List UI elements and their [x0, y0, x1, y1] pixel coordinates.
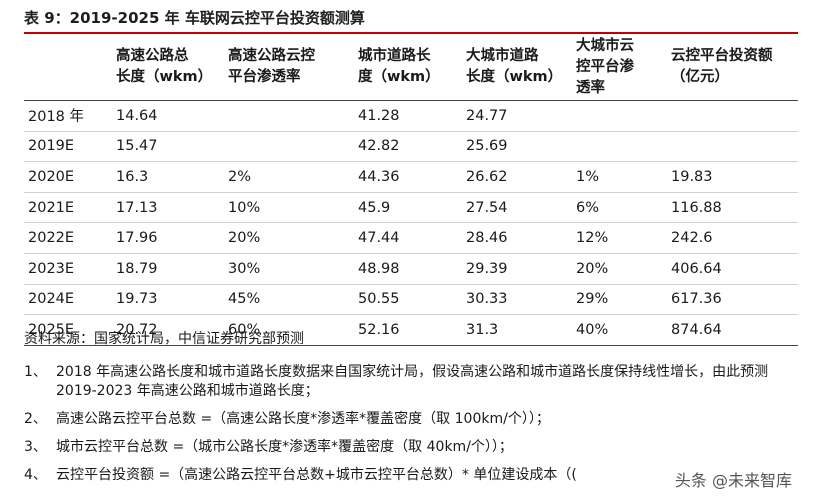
table-row: 2018 年 14.64 41.28 24.77 [24, 100, 798, 132]
table-row: 2022E 17.96 20% 47.44 28.46 12% 242.6 [24, 222, 798, 254]
table-cell [224, 131, 354, 163]
table-row: 2024E 19.73 45% 50.55 30.33 29% 617.36 [24, 284, 798, 316]
year-cell: 2020E [24, 161, 112, 193]
table-cell: 2% [224, 161, 354, 193]
note-item: 3、 城市云控平台总数 =（城市公路长度*渗透率*覆盖密度（取 40km/个））； [24, 438, 798, 457]
table-body: 2018 年 14.64 41.28 24.77 2019E 15.47 42.82 25.6… [24, 100, 798, 346]
table-cell: 27.54 [462, 192, 572, 224]
table-cell: 19.73 [112, 284, 224, 316]
table-cell: 18.79 [112, 253, 224, 285]
table-cell: 31.3 [462, 314, 572, 346]
year-cell: 2018 年 [24, 100, 112, 132]
table-cell: 242.6 [667, 222, 798, 254]
table-cell: 874.64 [667, 314, 798, 346]
note-number: 1、 [24, 364, 47, 380]
year-cell: 2023E [24, 253, 112, 285]
column-header: 大城市云 控平台渗 透率 [572, 34, 667, 101]
note-number: 3、 [24, 439, 47, 455]
table-cell: 19.83 [667, 161, 798, 193]
note-text: 2018 年高速公路长度和城市道路长度数据来自国家统计局，假设高速公路和城市道路… [56, 364, 769, 399]
year-cell: 2022E [24, 222, 112, 254]
table-cell: 26.62 [462, 161, 572, 193]
table-row: 2025E 20.72 60% 52.16 31.3 40% 874.64 [24, 314, 798, 346]
table-row: 2019E 15.47 42.82 25.69 [24, 131, 798, 163]
table-cell: 52.16 [354, 314, 462, 346]
notes-list: 1、 2018 年高速公路长度和城市道路长度数据来自国家统计局，假设高速公路和城市… [24, 363, 798, 485]
table-cell [572, 131, 667, 163]
table-cell: 60% [224, 314, 354, 346]
table-cell: 1% [572, 161, 667, 193]
table-row: 2021E 17.13 10% 45.9 27.54 6% 116.88 [24, 192, 798, 224]
note-number: 2、 [24, 411, 47, 427]
year-cell: 2024E [24, 284, 112, 316]
year-cell: 2021E [24, 192, 112, 224]
note-text: 城市云控平台总数 =（城市公路长度*渗透率*覆盖密度（取 40km/个））； [56, 439, 513, 455]
table-cell: 12% [572, 222, 667, 254]
table-cell [667, 100, 798, 132]
table-cell: 25.69 [462, 131, 572, 163]
table-cell: 617.36 [667, 284, 798, 316]
table-row: 2023E 18.79 30% 48.98 29.39 20% 406.64 [24, 253, 798, 285]
table-cell: 116.88 [667, 192, 798, 224]
table-cell [667, 131, 798, 163]
table-cell: 406.64 [667, 253, 798, 285]
table-cell [224, 100, 354, 132]
table-cell: 20.72 [112, 314, 224, 346]
table-title: 表 9：2019-2025 年 车联网云控平台投资额测算 [24, 9, 365, 27]
note-item: 1、 2018 年高速公路长度和城市道路长度数据来自国家统计局，假设高速公路和城市… [24, 363, 798, 401]
table-cell: 47.44 [354, 222, 462, 254]
table-cell: 28.46 [462, 222, 572, 254]
watermark: 头条 @未来智库 [670, 466, 796, 492]
column-header: 高速公路云控 平台渗透率 [224, 34, 354, 101]
table-cell: 30.33 [462, 284, 572, 316]
note-item: 4、 云控平台投资额 =（高速公路云控平台总数+城市云控平台总数）* 单位建设成本… [24, 466, 798, 485]
year-cell: 2019E [24, 131, 112, 163]
table-cell: 30% [224, 253, 354, 285]
table-cell: 14.64 [112, 100, 224, 132]
table-cell: 40% [572, 314, 667, 346]
table-cell: 41.28 [354, 100, 462, 132]
table-cell: 17.13 [112, 192, 224, 224]
investment-table: 高速公路总 长度（wkm） 高速公路云控 平台渗透率 城市道路长 度（wkm） 大城市道路长… [24, 34, 798, 346]
table-cell: 10% [224, 192, 354, 224]
table-cell: 24.77 [462, 100, 572, 132]
note-item: 2、 高速公路云控平台总数 =（高速公路长度*渗透率*覆盖密度（取 100km/个… [24, 410, 798, 429]
table-cell: 50.55 [354, 284, 462, 316]
column-header: 大城市道路 长度（wkm） [462, 34, 572, 101]
source-line: 资料来源：国家统计局，中信证券研究部预测 [24, 331, 304, 347]
notes-section: 资料来源：国家统计局，中信证券研究部预测 1、 2018 年高速公路长度和城市道路… [24, 330, 798, 494]
table-cell: 45% [224, 284, 354, 316]
table-cell: 29.39 [462, 253, 572, 285]
column-header: 城市道路长 度（wkm） [354, 34, 462, 101]
year-cell: 2025E [24, 314, 112, 346]
table-header-row: 高速公路总 长度（wkm） 高速公路云控 平台渗透率 城市道路长 度（wkm） 大城市道路长… [24, 34, 798, 101]
table-cell: 6% [572, 192, 667, 224]
table-cell: 20% [224, 222, 354, 254]
column-header: 高速公路总 长度（wkm） [112, 34, 224, 101]
table-cell: 42.82 [354, 131, 462, 163]
table-cell: 45.9 [354, 192, 462, 224]
table-cell: 44.36 [354, 161, 462, 193]
table-cell: 15.47 [112, 131, 224, 163]
table-cell: 17.96 [112, 222, 224, 254]
table-cell: 29% [572, 284, 667, 316]
table-cell: 20% [572, 253, 667, 285]
column-header [24, 34, 112, 101]
note-text: 高速公路云控平台总数 =（高速公路长度*渗透率*覆盖密度（取 100km/个））… [56, 411, 550, 427]
title-divider [24, 32, 798, 34]
note-number: 4、 [24, 467, 47, 483]
table-cell [572, 100, 667, 132]
table-cell: 16.3 [112, 161, 224, 193]
table-row: 2020E 16.3 2% 44.36 26.62 1% 19.83 [24, 161, 798, 193]
column-header: 云控平台投资额 （亿元） [667, 34, 798, 101]
note-text: 云控平台投资额 =（高速公路云控平台总数+城市云控平台总数）* 单位建设成本（( [56, 467, 577, 483]
table-cell: 48.98 [354, 253, 462, 285]
